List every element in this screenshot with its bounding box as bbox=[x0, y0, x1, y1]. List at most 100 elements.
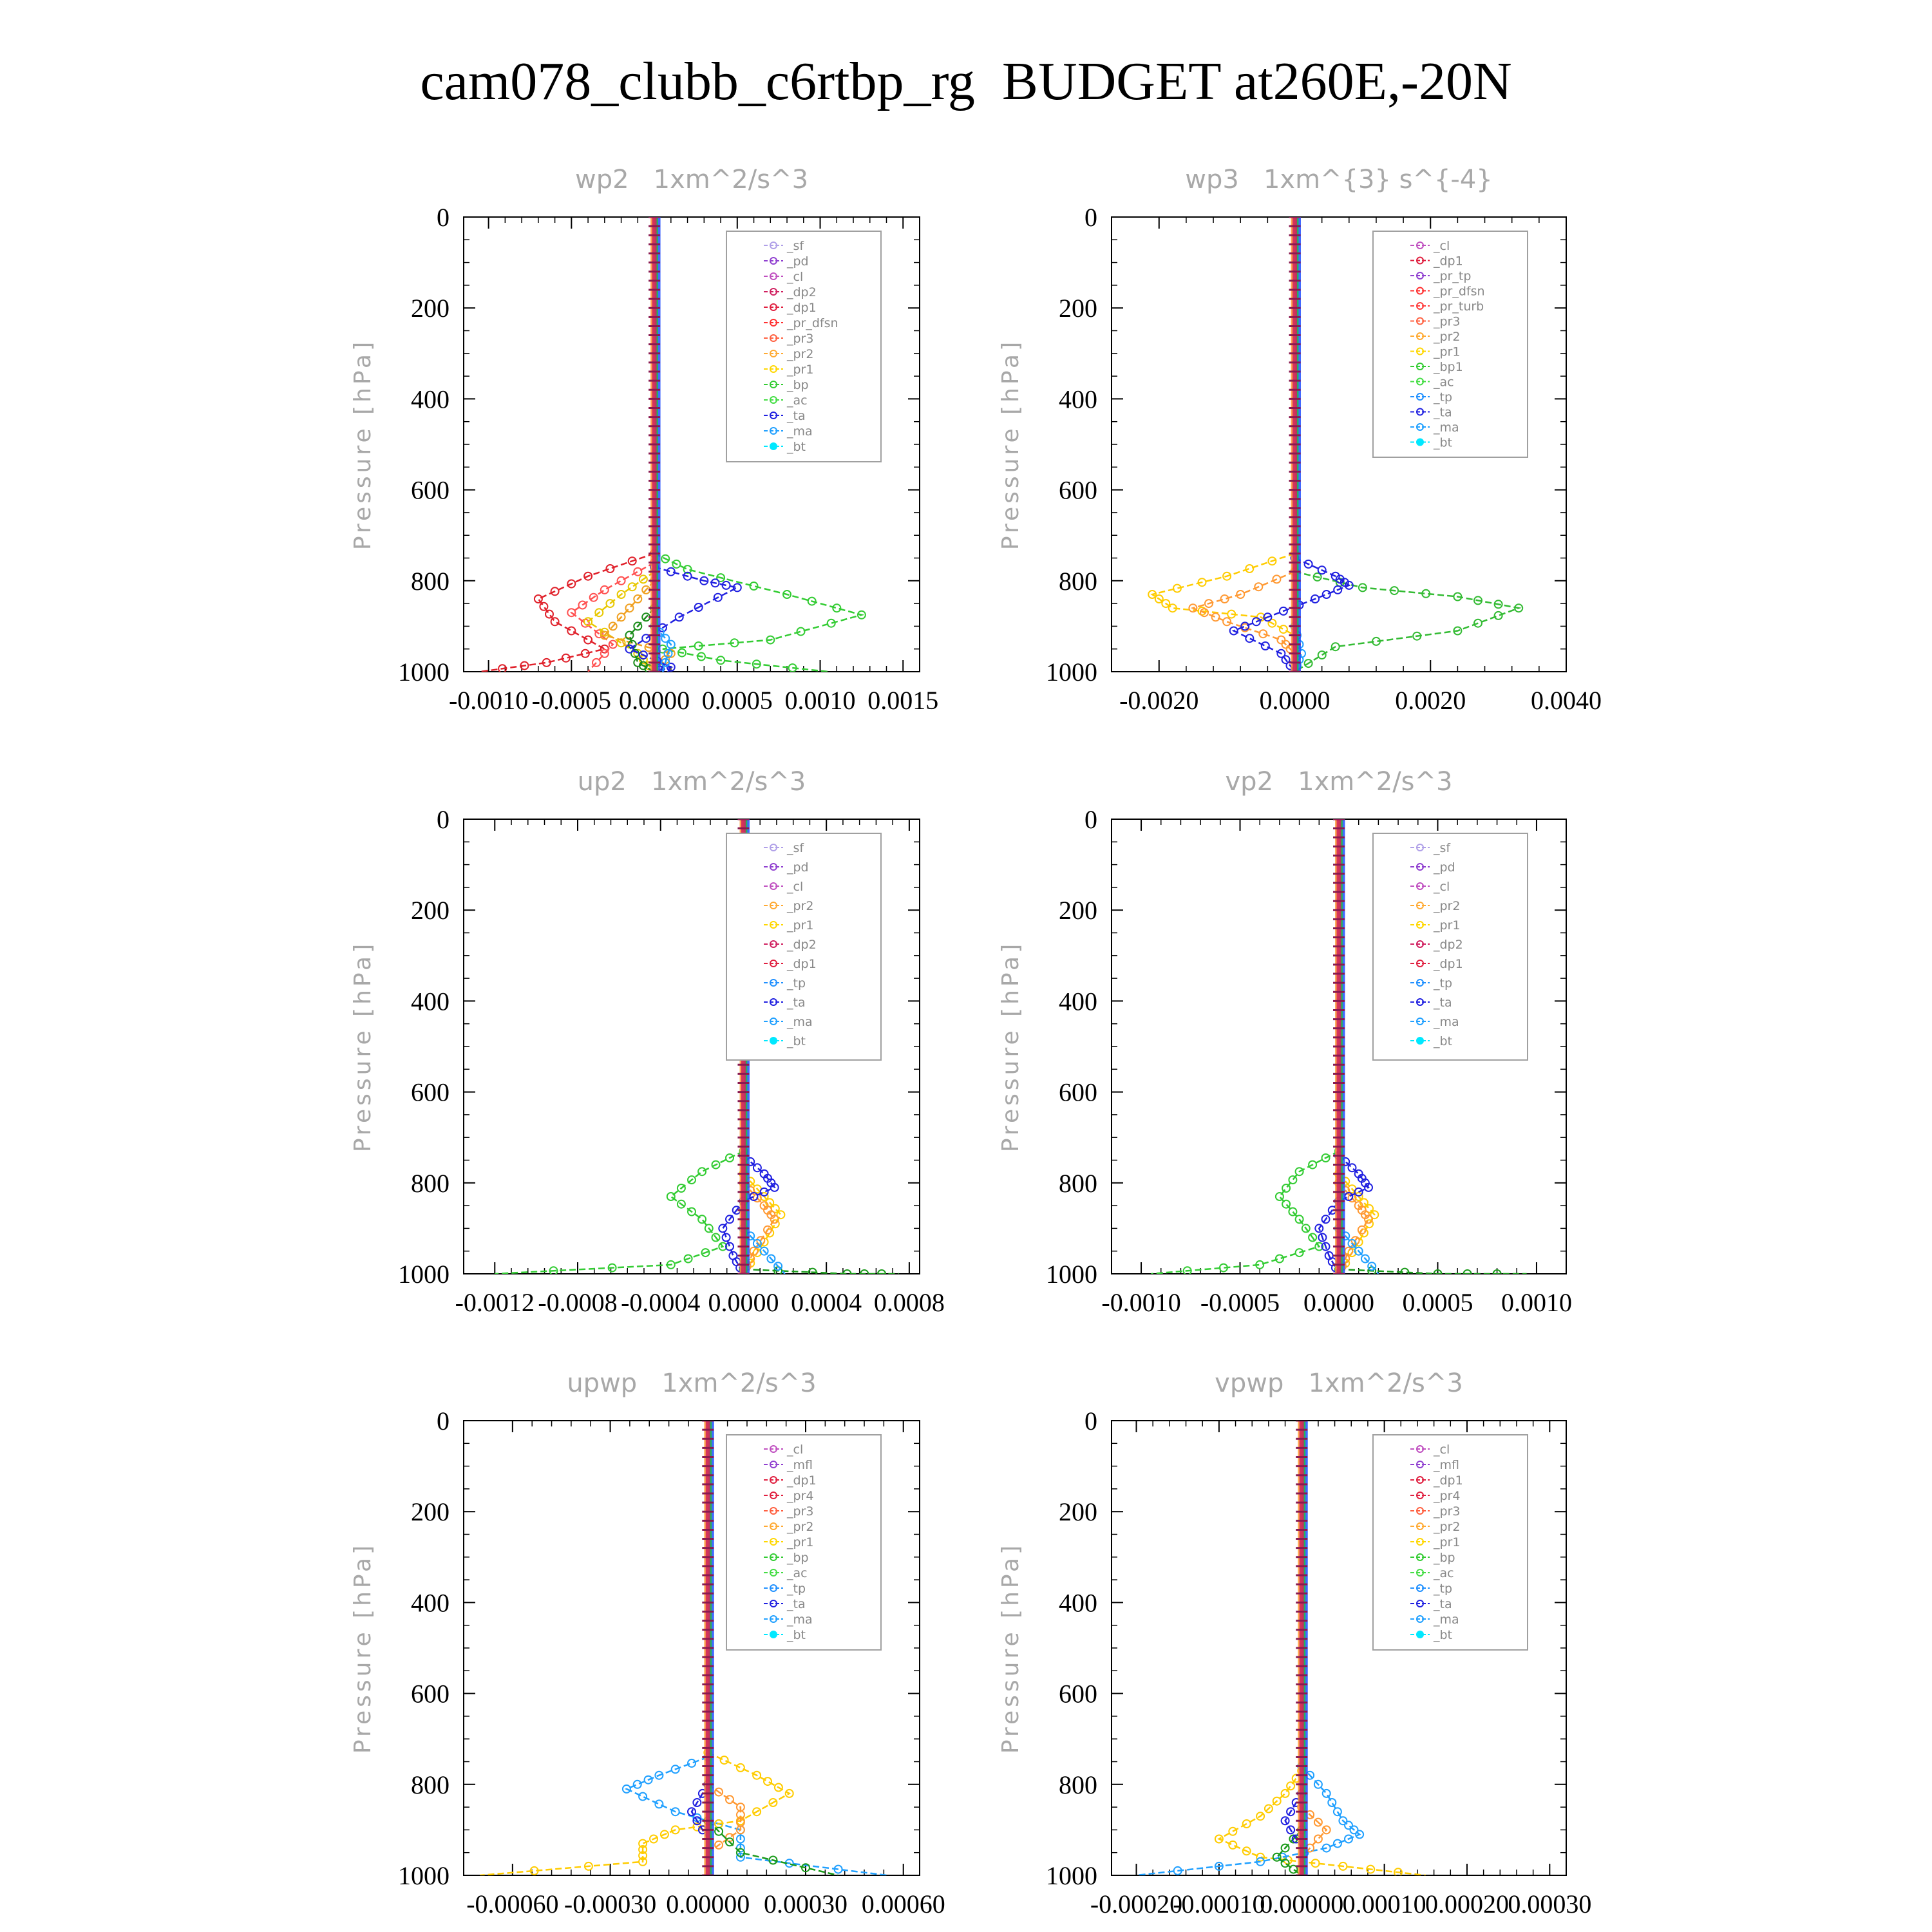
series-marker bbox=[770, 1182, 779, 1192]
series-marker bbox=[677, 648, 687, 658]
y-tick-label: 200 bbox=[411, 1497, 450, 1526]
y-tick-label: 0 bbox=[437, 805, 450, 834]
series-marker bbox=[1240, 621, 1250, 631]
legend-entry: _ac bbox=[786, 393, 808, 408]
series-marker bbox=[627, 639, 637, 649]
legend-marker bbox=[770, 921, 777, 929]
legend-entry: _pr1 bbox=[786, 363, 813, 377]
series-marker bbox=[1321, 1242, 1331, 1251]
series-marker bbox=[605, 564, 615, 573]
legend: _cl_mfl_dp1_pr4_pr3_pr2_pr1 _bp_ac _tp_ta _… bbox=[1372, 1434, 1528, 1651]
series-marker bbox=[826, 618, 836, 628]
series-marker bbox=[1161, 599, 1171, 609]
series-marker bbox=[776, 1210, 786, 1220]
series-marker bbox=[583, 617, 593, 627]
series-marker bbox=[1338, 1861, 1348, 1871]
series-marker bbox=[1321, 1843, 1331, 1853]
series-marker bbox=[683, 571, 692, 581]
series-marker bbox=[1218, 1263, 1228, 1273]
series-marker bbox=[1314, 1224, 1324, 1233]
series-marker bbox=[763, 1225, 772, 1235]
legend-entry: _sf bbox=[786, 841, 804, 855]
legend-marker bbox=[770, 412, 777, 419]
series-marker bbox=[1344, 1821, 1353, 1830]
series-marker bbox=[1303, 659, 1313, 668]
legend-marker bbox=[1416, 347, 1424, 355]
series-marker bbox=[567, 608, 576, 618]
series-marker bbox=[600, 585, 609, 594]
chart-panel: vpwp 1xm^2/s^3 Pressure [hPa] 0 200 400 600 80… bbox=[998, 1368, 1591, 1918]
legend-marker bbox=[770, 1553, 777, 1561]
legend-marker bbox=[1416, 377, 1424, 386]
x-tick-label: 0.0000 bbox=[1303, 1288, 1374, 1317]
legend-entry: _pd bbox=[786, 254, 809, 269]
series-marker bbox=[1280, 1788, 1290, 1798]
series-marker bbox=[752, 1807, 762, 1817]
series-marker bbox=[638, 1851, 648, 1861]
series-marker bbox=[498, 664, 507, 672]
series-marker bbox=[638, 650, 648, 660]
y-tick-label: 1000 bbox=[398, 1861, 450, 1890]
series-line bbox=[480, 553, 655, 672]
legend-marker bbox=[1416, 1037, 1424, 1045]
legend-entry: _bt bbox=[786, 1628, 806, 1642]
chart-title: vp2 1xm^2/s^3 bbox=[1226, 767, 1453, 797]
series-group bbox=[480, 1421, 887, 1875]
legend-marker bbox=[1416, 393, 1424, 401]
series-marker bbox=[749, 1192, 759, 1201]
legend-marker bbox=[1416, 1553, 1424, 1561]
series-marker bbox=[759, 1246, 769, 1256]
y-axis-label: Pressure [hPa] bbox=[998, 1542, 1024, 1754]
y-tick-label: 1000 bbox=[1046, 1260, 1097, 1289]
series-marker bbox=[1335, 574, 1345, 584]
x-tick-label: 0.0005 bbox=[702, 686, 773, 715]
series-marker bbox=[633, 621, 643, 631]
series-marker bbox=[773, 1783, 783, 1792]
legend-entry: _cl bbox=[786, 1443, 803, 1457]
legend-entry: _ma bbox=[1433, 421, 1459, 435]
series-marker bbox=[1492, 1269, 1502, 1274]
legend-entry: _tp bbox=[786, 1582, 806, 1596]
series-marker bbox=[1280, 1816, 1290, 1826]
y-tick-label: 0 bbox=[437, 203, 450, 232]
legend-entry: _dp2 bbox=[786, 285, 817, 299]
series-marker bbox=[1258, 629, 1268, 639]
series-marker bbox=[589, 592, 598, 602]
x-tick-label: -0.0012 bbox=[455, 1288, 535, 1317]
series-marker bbox=[683, 565, 692, 574]
series-marker bbox=[1331, 642, 1340, 652]
series-marker bbox=[1331, 571, 1340, 581]
series-marker bbox=[711, 1233, 721, 1242]
series-marker bbox=[1289, 1864, 1298, 1874]
legend-box bbox=[1372, 833, 1528, 1061]
legend-entry: _dp1 bbox=[1433, 1473, 1463, 1488]
series-marker bbox=[1280, 1859, 1290, 1868]
legend-marker bbox=[1416, 272, 1424, 279]
legend-entry: _mfl bbox=[786, 1458, 813, 1472]
series-marker bbox=[716, 656, 726, 665]
series-marker bbox=[730, 638, 739, 648]
legend-marker bbox=[770, 350, 777, 357]
series-marker bbox=[768, 1855, 778, 1865]
series-marker bbox=[763, 1777, 772, 1786]
series-marker bbox=[674, 612, 684, 622]
series-marker bbox=[1311, 1859, 1320, 1868]
legend: _cl_mfl_dp1_pr4_pr3_pr2_pr1 _bp_ac _tp_ta _… bbox=[726, 1434, 882, 1651]
series-marker bbox=[687, 1175, 696, 1185]
legend-entry: _ma bbox=[1433, 1613, 1459, 1627]
series-marker bbox=[1272, 1852, 1282, 1862]
legend-marker bbox=[1416, 1600, 1424, 1607]
x-tick-label: 0.0000 bbox=[1260, 686, 1331, 715]
series-line bbox=[1294, 571, 1522, 672]
legend-box bbox=[1372, 231, 1528, 458]
series-marker bbox=[1294, 1248, 1304, 1258]
chart-title: up2 1xm^2/s^3 bbox=[578, 767, 806, 797]
y-tick-label: 400 bbox=[1059, 384, 1097, 413]
series-marker bbox=[666, 649, 676, 658]
series-marker bbox=[520, 661, 529, 670]
series-marker bbox=[580, 649, 590, 658]
series-marker bbox=[716, 573, 726, 583]
series-line bbox=[1338, 1227, 1379, 1274]
series-marker bbox=[735, 1834, 745, 1844]
